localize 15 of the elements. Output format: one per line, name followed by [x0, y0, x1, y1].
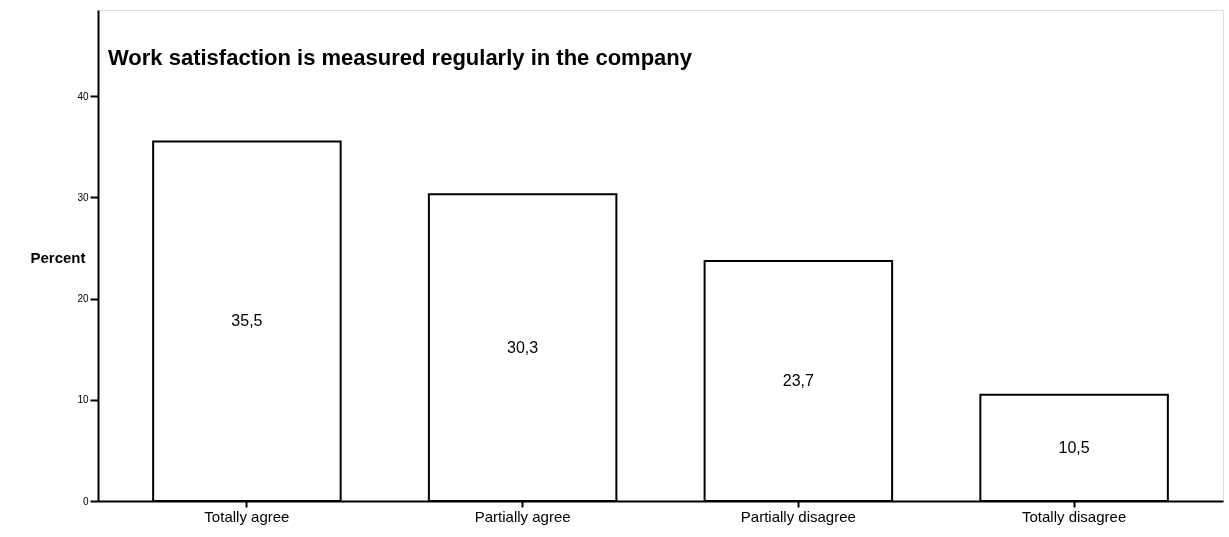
- y-tick-label: 20: [77, 293, 89, 305]
- data-label: 10,5: [1058, 438, 1090, 456]
- x-tick-label: Totally disagree: [1021, 507, 1127, 525]
- data-label: 30,3: [507, 338, 539, 356]
- data-label: 23,7: [782, 372, 815, 390]
- y-tick-label: 0: [82, 495, 89, 507]
- y-axis-title: Percent: [30, 248, 86, 266]
- data-label: 35,5: [231, 312, 263, 330]
- x-tick-label: Partially disagree: [740, 507, 856, 525]
- y-tick-label: 10: [77, 394, 89, 406]
- y-tick-label: 40: [77, 90, 89, 102]
- x-tick-label: Totally agree: [204, 507, 290, 525]
- y-tick-label: 30: [77, 191, 89, 203]
- x-tick-label: Partially agree: [474, 507, 571, 525]
- text: Work satisfaction is measured regularly in the company: [108, 45, 693, 70]
